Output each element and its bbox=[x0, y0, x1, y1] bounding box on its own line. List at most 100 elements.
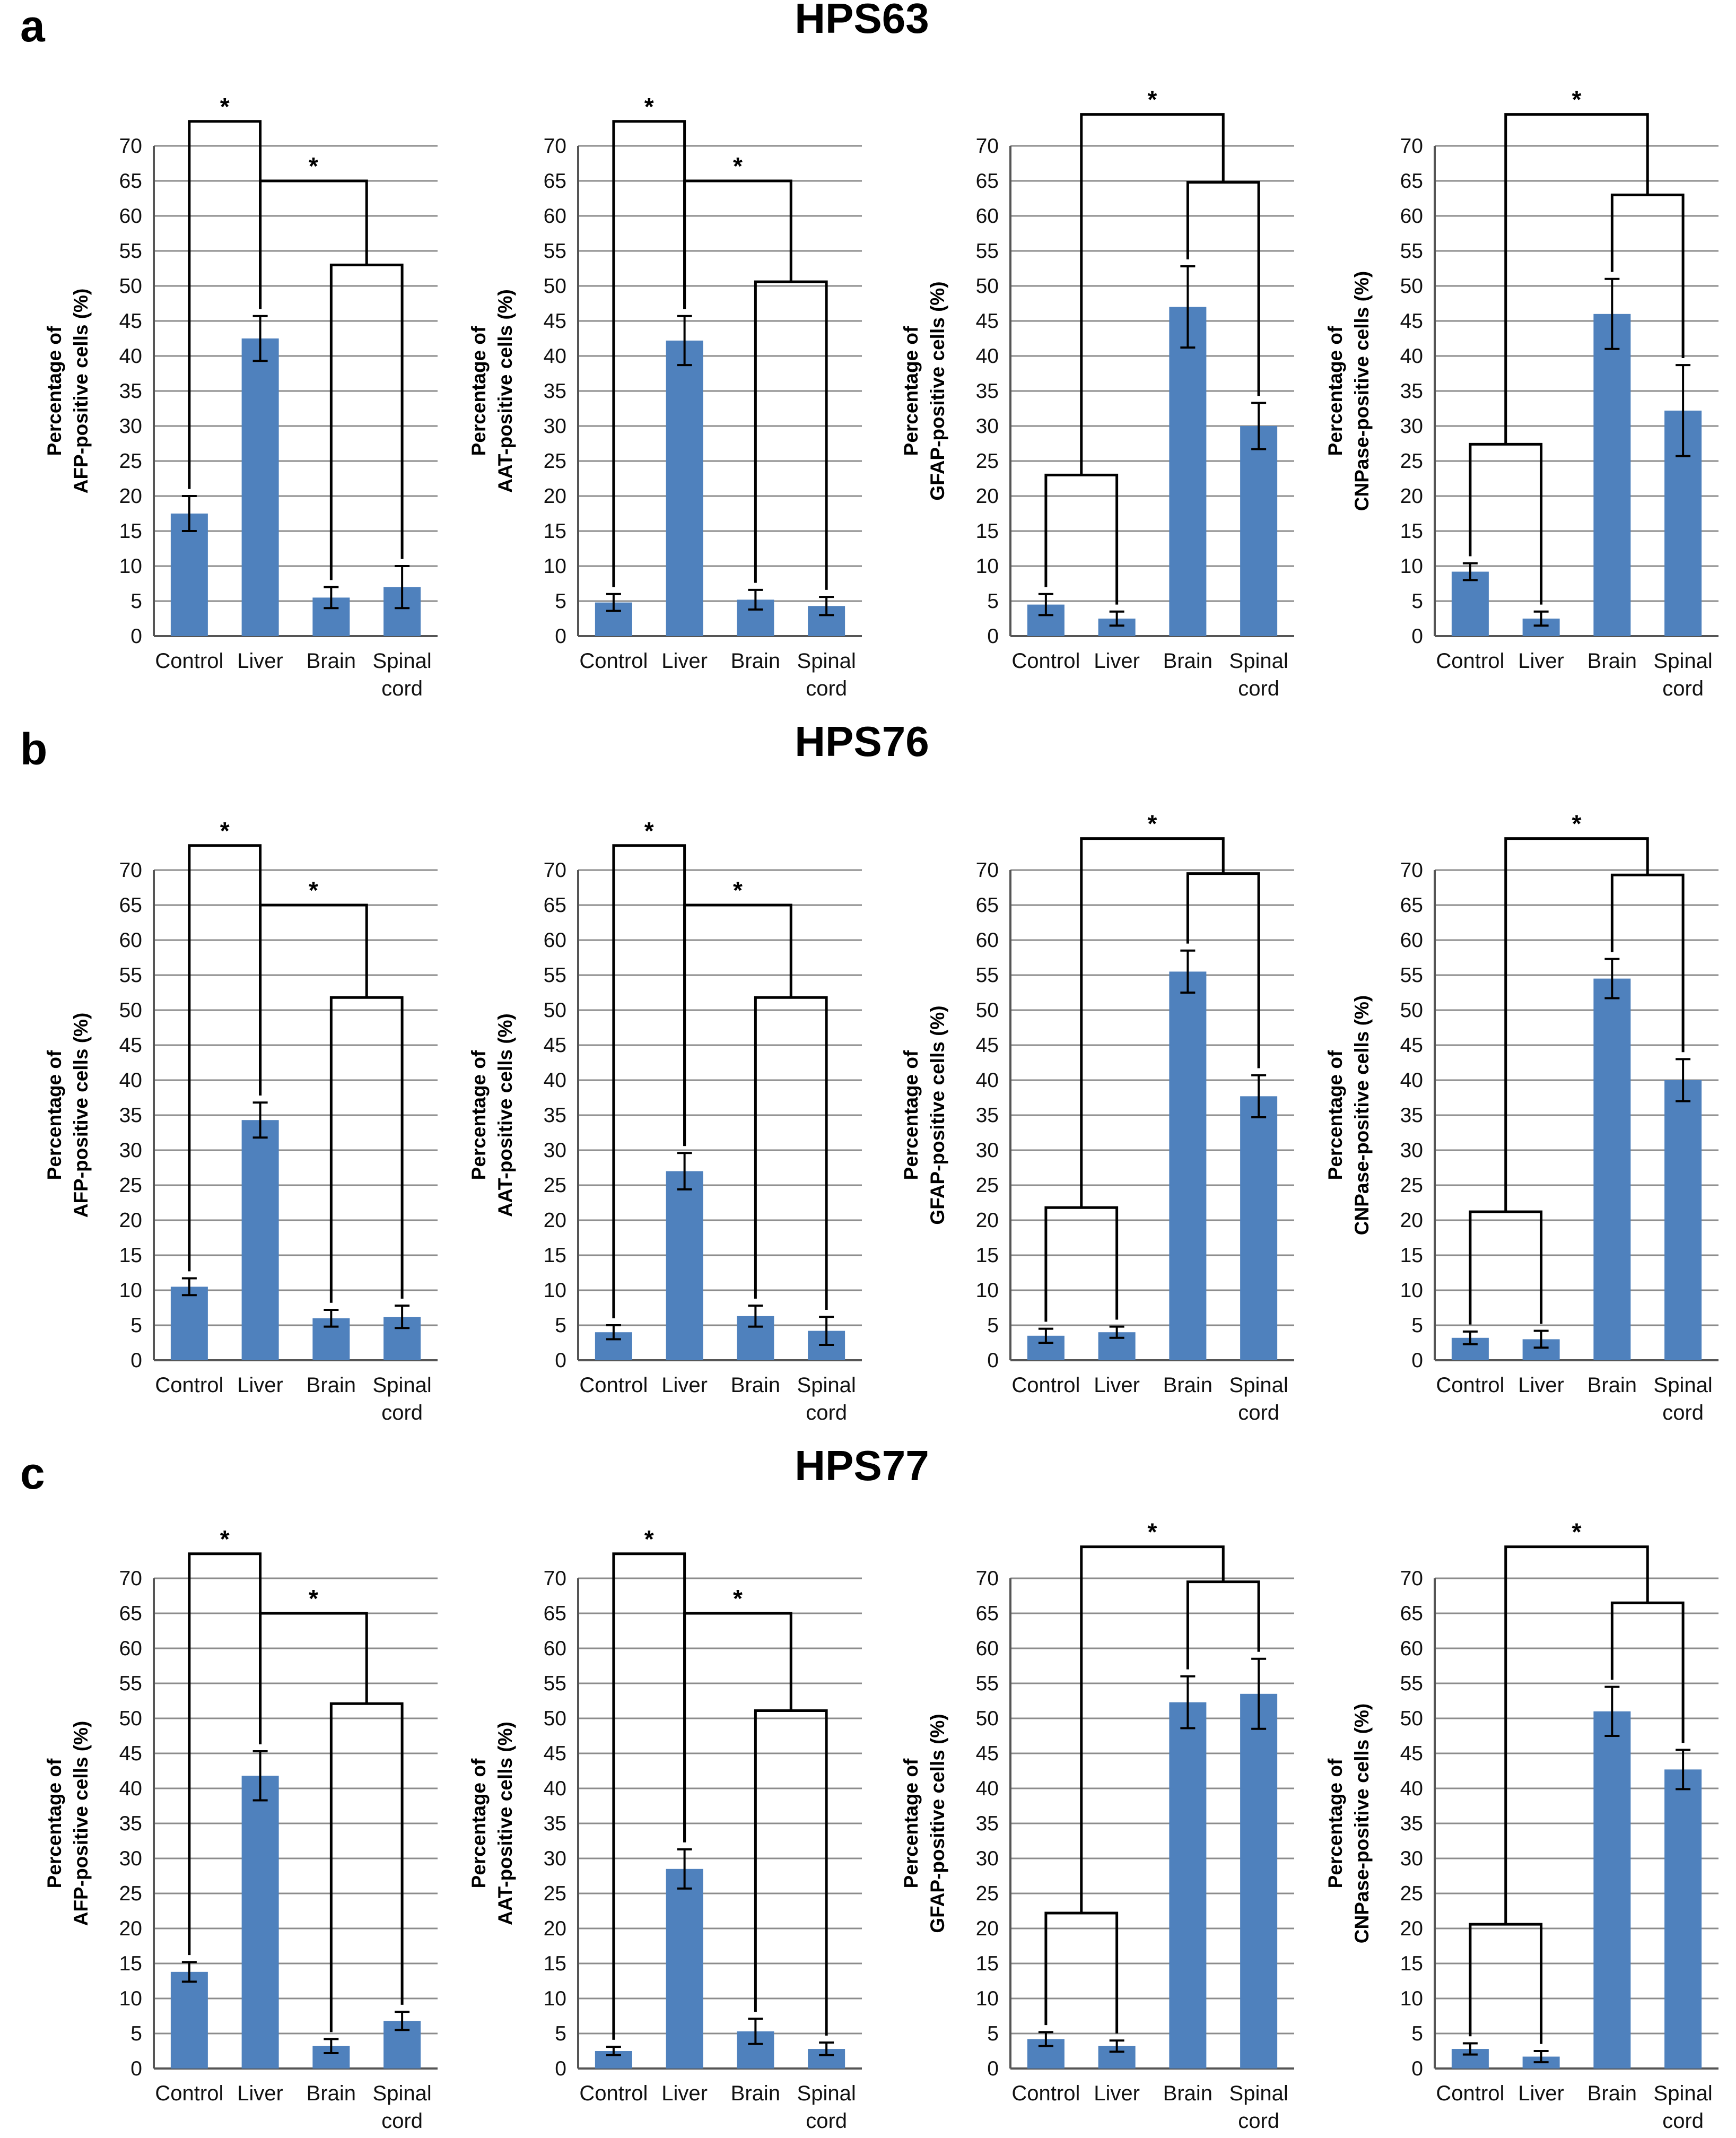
y-tick-label: 15 bbox=[1400, 1952, 1423, 1975]
y-tick-label: 40 bbox=[119, 1777, 142, 1800]
y-tick-label: 35 bbox=[119, 380, 142, 403]
x-tick-label: Brain bbox=[1163, 2082, 1212, 2105]
y-tick-label: 40 bbox=[544, 1777, 566, 1800]
significance-star: * bbox=[644, 1525, 654, 1553]
x-tick-label: cord bbox=[806, 2109, 847, 2133]
y-axis-label: GFAP-positive cells (%) bbox=[927, 1714, 948, 1933]
y-tick-label: 50 bbox=[1400, 999, 1423, 1022]
x-tick-label: Liver bbox=[661, 1374, 708, 1397]
y-tick-label: 35 bbox=[544, 1812, 566, 1835]
bar bbox=[666, 1171, 703, 1360]
y-tick-label: 45 bbox=[119, 1742, 142, 1765]
panel-label: b bbox=[20, 724, 47, 774]
y-tick-label: 70 bbox=[1400, 135, 1423, 158]
y-tick-label: 55 bbox=[119, 964, 142, 987]
bar-chart: 0 5 10 15 20 25 30 35 40 45 50 55 60 65 70 Percentage o… bbox=[468, 1525, 862, 2133]
error-bar bbox=[1180, 1675, 1196, 1729]
y-tick-label: 45 bbox=[976, 310, 999, 333]
x-tick-label: Control bbox=[579, 2082, 648, 2105]
y-tick-label: 10 bbox=[544, 1987, 566, 2010]
significance-star: * bbox=[644, 93, 654, 120]
x-tick-label: Control bbox=[1011, 649, 1080, 673]
y-tick-label: 20 bbox=[1400, 1917, 1423, 1940]
bar bbox=[1451, 571, 1489, 636]
error-bar bbox=[252, 315, 268, 362]
x-tick-label: Spinal bbox=[1654, 1374, 1713, 1397]
x-tick-label: Control bbox=[155, 1374, 223, 1397]
y-tick-label: 0 bbox=[987, 1349, 999, 1372]
bar bbox=[241, 1776, 279, 2069]
y-axis-label: Percentage of bbox=[900, 1050, 922, 1180]
bar bbox=[1593, 1711, 1631, 2069]
y-tick-label: 15 bbox=[976, 520, 999, 543]
significance-star: * bbox=[1148, 810, 1157, 838]
y-tick-label: 20 bbox=[119, 1917, 142, 1940]
y-tick-label: 30 bbox=[1400, 1847, 1423, 1870]
y-axis-label: AAT-positive cells (%) bbox=[494, 1722, 516, 1925]
y-tick-label: 35 bbox=[544, 1104, 566, 1127]
y-tick-label: 45 bbox=[1400, 1034, 1423, 1057]
y-tick-label: 20 bbox=[976, 1917, 999, 1940]
x-tick-label: Control bbox=[579, 649, 648, 673]
error-bar bbox=[1604, 277, 1620, 350]
bar bbox=[241, 338, 279, 636]
x-tick-label: Spinal bbox=[1654, 649, 1713, 673]
y-tick-label: 25 bbox=[976, 1174, 999, 1197]
x-tick-label: cord bbox=[1238, 677, 1279, 700]
y-tick-label: 55 bbox=[544, 964, 566, 987]
y-tick-label: 15 bbox=[119, 1952, 142, 1975]
error-bar bbox=[1038, 2031, 1053, 2047]
error-bar bbox=[1462, 562, 1478, 581]
error-bar bbox=[748, 2018, 763, 2045]
y-tick-label: 25 bbox=[119, 1174, 142, 1197]
y-tick-label: 55 bbox=[544, 240, 566, 263]
error-bar bbox=[1676, 364, 1691, 457]
y-tick-label: 30 bbox=[1400, 1139, 1423, 1162]
y-axis-label: Percentage of bbox=[468, 1050, 490, 1180]
x-tick-label: Spinal bbox=[373, 1374, 432, 1397]
significance-bracket bbox=[1469, 1210, 1543, 1325]
significance-star: * bbox=[309, 152, 318, 180]
bar-chart: 0 5 10 15 20 25 30 35 40 45 50 55 60 65 70 Percentage o… bbox=[1324, 1518, 1718, 2133]
error-bar bbox=[819, 1316, 834, 1346]
y-axis-label: CNPase-positive cells (%) bbox=[1351, 1704, 1373, 1943]
error-bar bbox=[252, 1750, 268, 1802]
y-tick-label: 55 bbox=[119, 240, 142, 263]
bar-chart: 0 5 10 15 20 25 30 35 40 45 50 55 60 65 70 Percentage o… bbox=[1324, 810, 1718, 1424]
y-tick-label: 60 bbox=[976, 929, 999, 952]
y-tick-label: 5 bbox=[987, 2022, 999, 2045]
y-tick-label: 5 bbox=[1411, 1314, 1423, 1337]
y-tick-label: 10 bbox=[119, 555, 142, 578]
bar bbox=[170, 1971, 208, 2069]
y-tick-label: 0 bbox=[555, 1349, 566, 1372]
y-tick-label: 50 bbox=[119, 999, 142, 1022]
y-tick-label: 55 bbox=[1400, 964, 1423, 987]
x-tick-label: Spinal bbox=[1229, 2082, 1288, 2105]
y-tick-label: 40 bbox=[119, 1069, 142, 1092]
x-tick-label: Spinal bbox=[797, 1374, 856, 1397]
y-tick-label: 60 bbox=[544, 1637, 566, 1660]
y-tick-label: 0 bbox=[130, 1349, 142, 1372]
panel-label: a bbox=[20, 1, 46, 51]
y-tick-label: 5 bbox=[130, 2022, 142, 2045]
significance-star: * bbox=[1148, 86, 1157, 114]
y-tick-label: 5 bbox=[555, 1314, 566, 1337]
y-tick-label: 45 bbox=[1400, 1742, 1423, 1765]
y-tick-label: 30 bbox=[976, 1847, 999, 1870]
bar-chart: 0 5 10 15 20 25 30 35 40 45 50 55 60 65 70 Percentage o… bbox=[1324, 86, 1718, 700]
significance-star: * bbox=[733, 152, 743, 180]
y-tick-label: 50 bbox=[1400, 275, 1423, 298]
x-tick-label: Spinal bbox=[373, 2082, 432, 2105]
error-bar bbox=[748, 1305, 763, 1328]
y-tick-label: 55 bbox=[976, 240, 999, 263]
y-tick-label: 45 bbox=[119, 310, 142, 333]
y-axis-label: AAT-positive cells (%) bbox=[494, 289, 516, 493]
panel-title: HPS77 bbox=[795, 1442, 929, 1489]
significance-star: * bbox=[644, 817, 654, 845]
y-tick-label: 60 bbox=[976, 205, 999, 228]
y-tick-label: 25 bbox=[1400, 1174, 1423, 1197]
y-axis-label: Percentage of bbox=[900, 1758, 922, 1888]
y-tick-label: 70 bbox=[544, 135, 566, 158]
significance-bracket bbox=[1044, 473, 1119, 605]
y-tick-label: 25 bbox=[119, 450, 142, 473]
